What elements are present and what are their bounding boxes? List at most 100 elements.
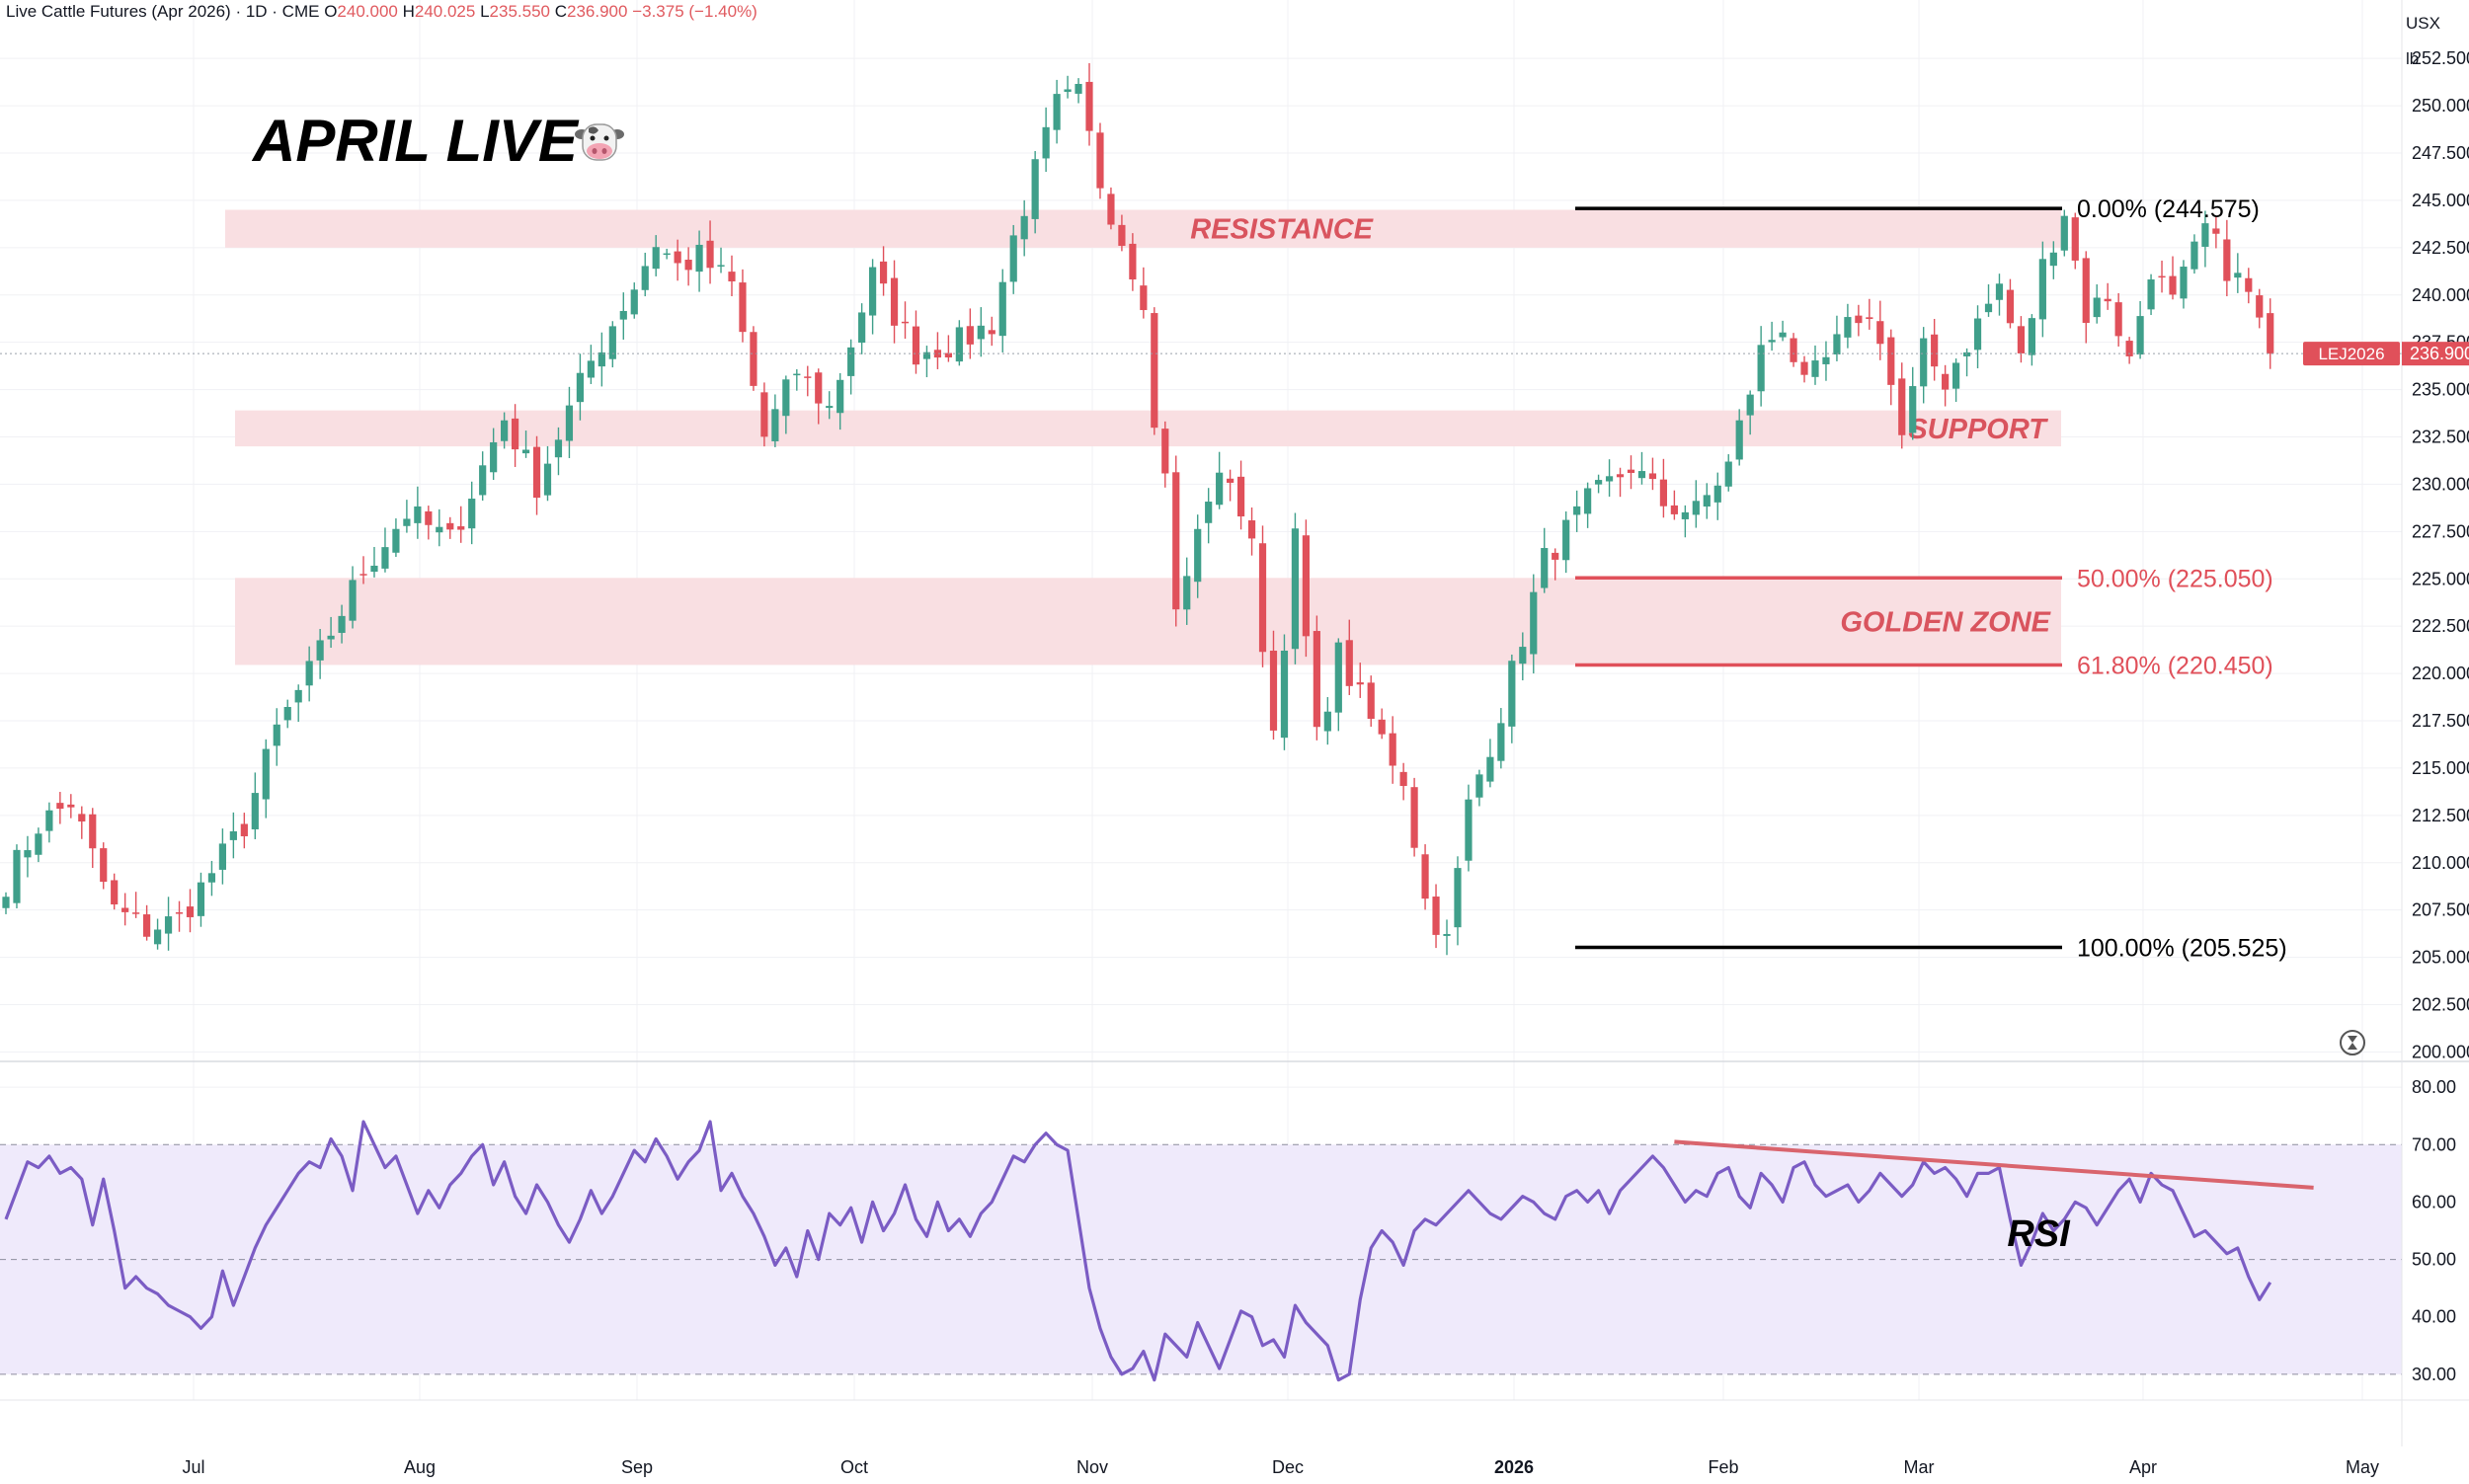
candle-body (966, 326, 974, 345)
candle-body (67, 804, 75, 808)
zone-band-2 (235, 410, 2061, 447)
candle-body (457, 526, 465, 530)
candle-body (1421, 854, 1429, 899)
candle-body (45, 810, 53, 831)
candle-body (663, 253, 671, 256)
candle-body (197, 882, 205, 916)
price-tick-label: 250.000 (2412, 96, 2469, 116)
candle-body (1161, 429, 1169, 474)
candle-body (2190, 241, 2198, 270)
candle-body (1454, 868, 1462, 928)
price-tick-label: 220.000 (2412, 664, 2469, 683)
price-tick-label: 212.500 (2412, 806, 2469, 825)
price-tick-label: 245.000 (2412, 191, 2469, 210)
candle-body (1053, 94, 1061, 130)
price-tick-label: 222.500 (2412, 616, 2469, 636)
candle-body (695, 244, 703, 273)
candle-body (597, 351, 605, 367)
candle-body (1898, 378, 1906, 435)
candle-body (111, 880, 119, 905)
candle-body (294, 689, 302, 703)
candle-body (121, 907, 129, 912)
candle-body (1367, 682, 1375, 719)
rsi-line (4, 1120, 2272, 1382)
candle-body (2093, 297, 2101, 318)
price-tick-label: 230.000 (2412, 474, 2469, 494)
candle-body (1920, 338, 1928, 387)
candle-body (1465, 799, 1473, 861)
candle-body (988, 330, 996, 335)
symbol-tag-bg (2303, 342, 2400, 366)
candle-body (425, 510, 433, 525)
price-tick-label: 217.500 (2412, 711, 2469, 731)
candle-body (1151, 313, 1158, 429)
candle-body (1800, 361, 1808, 375)
candle-body (327, 635, 335, 640)
candle-body (1247, 520, 1256, 539)
candle-body (815, 372, 823, 404)
candle-body (392, 528, 400, 553)
candle-body (2267, 313, 2274, 354)
candle-body (771, 409, 779, 441)
candle-body (944, 352, 952, 358)
candle-body (1605, 476, 1614, 482)
candle-body (1508, 661, 1516, 727)
candle-body (2158, 275, 2166, 278)
candle-body (706, 240, 714, 269)
time-tick-label: Feb (1708, 1457, 1738, 1477)
price-tick-label: 205.000 (2412, 948, 2469, 968)
candle-body (1140, 285, 1148, 311)
candle-body (1942, 373, 1950, 390)
symbol-name[interactable]: Live Cattle Futures (Apr 2026) · 1D · CM… (6, 2, 320, 21)
candle-body (619, 310, 627, 320)
time-tick-label: 2026 (1494, 1457, 1534, 1477)
candle-body (2060, 215, 2068, 251)
candle-body (608, 326, 616, 359)
candle-body (436, 526, 443, 533)
candle-body (2169, 275, 2177, 295)
candle-body (511, 418, 519, 450)
fib-label-2: 50.00% (225.050) (2077, 565, 2273, 592)
candle-body (468, 499, 476, 529)
fib-label-4: 100.00% (205.525) (2077, 935, 2287, 963)
candle-body (901, 321, 910, 324)
candle-body (1973, 318, 1982, 351)
candle-body (869, 267, 877, 316)
candle-body (1443, 933, 1451, 936)
candle-body (2104, 298, 2111, 302)
candle-body (262, 748, 270, 800)
candle-body (1356, 682, 1364, 685)
currency-unit[interactable]: USX lb (2406, 6, 2440, 77)
candle-body (1659, 479, 1668, 507)
candle-body (1399, 771, 1407, 787)
zone-band-1 (225, 209, 2061, 248)
clock-icon[interactable] (2340, 1030, 2365, 1055)
zone-label-2: SUPPORT (1908, 414, 2048, 445)
candle-body (13, 849, 21, 903)
candle-body (143, 914, 151, 937)
candle-body (2147, 279, 2155, 310)
candle-body (2234, 273, 2242, 278)
candle-body (1236, 476, 1245, 517)
candle-body (2256, 295, 2264, 318)
candle-body (229, 830, 237, 840)
candle-body (543, 463, 552, 496)
high-label: H (402, 2, 415, 21)
fib-levels: 0.00% (244.575) 50.00% (225.050) 61.80% (2… (0, 195, 2402, 963)
price-tick-label: 252.500 (2412, 48, 2469, 68)
candle-body (1811, 360, 1819, 377)
candle-body (1302, 535, 1310, 637)
candle-body (1096, 132, 1104, 189)
candle-body (273, 724, 280, 746)
fib-label-3: 61.80% (220.450) (2077, 652, 2273, 679)
candle-body (1258, 543, 1267, 653)
candle-body (349, 580, 357, 621)
cow-face-icon (575, 123, 624, 161)
candle-body (1952, 362, 1960, 389)
candle-body (2223, 239, 2231, 281)
candle-body (890, 277, 899, 326)
candle-body (674, 251, 681, 264)
low-value: 235.550 (489, 2, 550, 21)
candle-body (153, 929, 162, 945)
